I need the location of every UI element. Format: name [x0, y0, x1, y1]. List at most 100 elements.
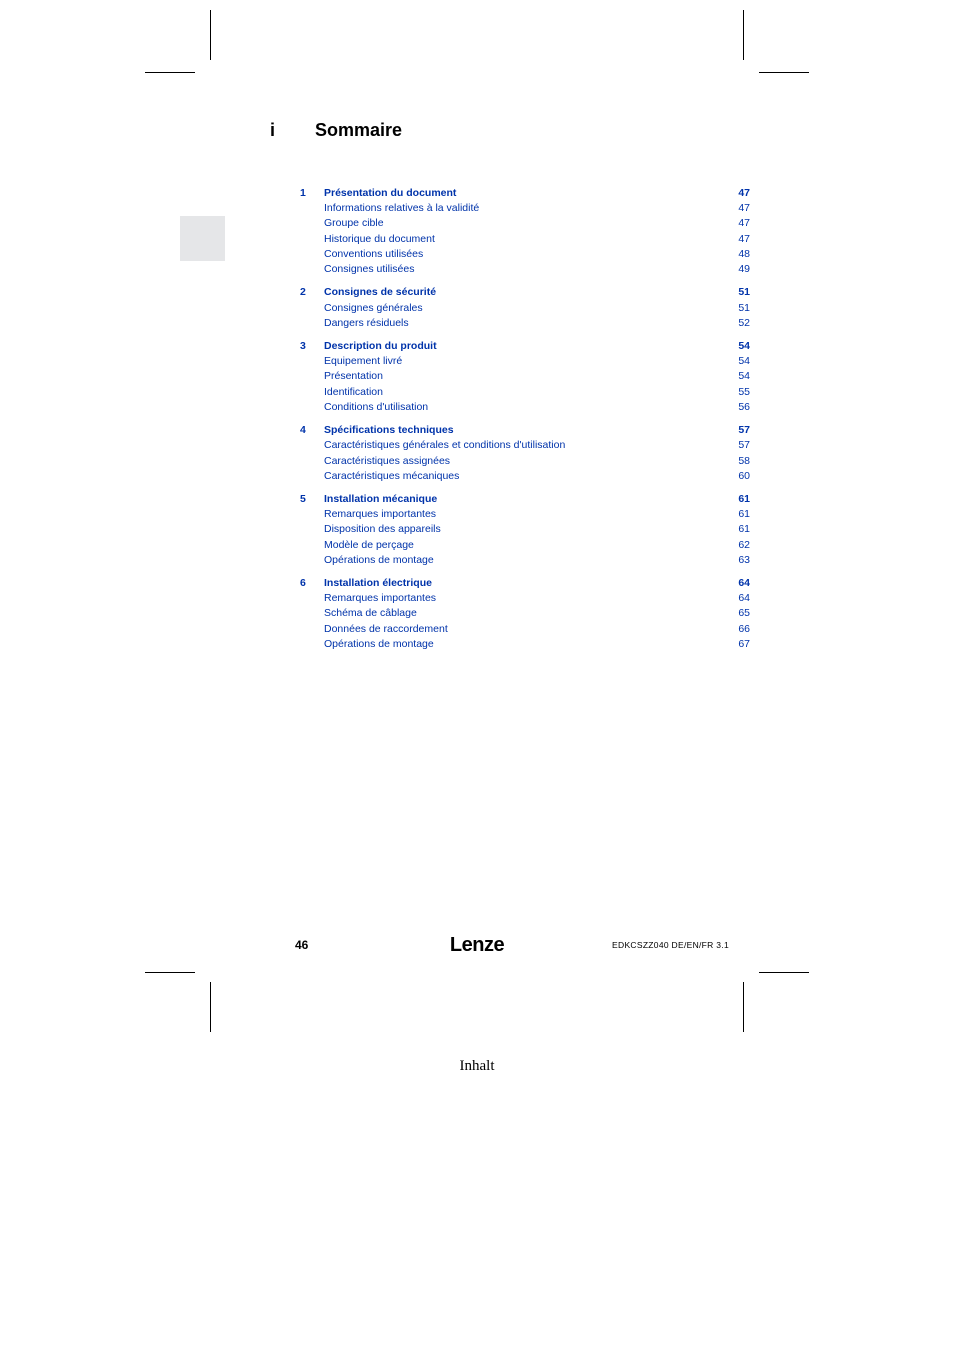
toc-page-number[interactable]: 54 [726, 339, 750, 354]
toc-item[interactable]: Consignes générales 51 [300, 301, 750, 316]
toc-item-title[interactable]: Disposition des appareils [324, 522, 441, 537]
toc-item[interactable]: Caractéristiques assignées 58 [300, 454, 750, 469]
toc-item[interactable]: Identification 55 [300, 385, 750, 400]
toc-item[interactable]: Equipement livré 54 [300, 354, 750, 369]
toc-page-number[interactable]: 47 [726, 232, 750, 247]
toc-page-number[interactable]: 56 [726, 400, 750, 415]
toc-page-number[interactable]: 54 [726, 354, 750, 369]
toc-page-number[interactable]: 67 [726, 637, 750, 652]
toc-item[interactable]: Schéma de câblage 65 [300, 606, 750, 621]
toc-item[interactable]: Dangers résiduels 52 [300, 316, 750, 331]
toc-page-number[interactable]: 51 [726, 301, 750, 316]
toc-item[interactable]: Consignes utilisées 49 [300, 262, 750, 277]
toc-item[interactable]: Données de raccordement 66 [300, 622, 750, 637]
crop-mark [743, 982, 744, 1032]
toc-item-title[interactable]: Présentation [324, 369, 383, 384]
toc-item-title[interactable]: Remarques importantes [324, 507, 436, 522]
toc-page-number[interactable]: 58 [726, 454, 750, 469]
toc-item-title[interactable]: Caractéristiques assignées [324, 454, 450, 469]
toc-number[interactable]: 3 [300, 339, 324, 354]
toc-page-number[interactable]: 47 [726, 201, 750, 216]
toc-page-number[interactable]: 49 [726, 262, 750, 277]
toc-section-heading[interactable]: 1Présentation du document 47 [300, 186, 750, 201]
toc-item[interactable]: Historique du document 47 [300, 232, 750, 247]
toc-item-title[interactable]: Dangers résiduels [324, 316, 409, 331]
toc-page-number[interactable]: 57 [726, 438, 750, 453]
toc-section-title[interactable]: Installation électrique [324, 576, 432, 591]
toc-item-title[interactable]: Equipement livré [324, 354, 402, 369]
toc-page-number[interactable]: 48 [726, 247, 750, 262]
toc-item-title[interactable]: Groupe cible [324, 216, 384, 231]
crop-mark [210, 982, 211, 1032]
toc-number[interactable]: 2 [300, 285, 324, 300]
toc-item-title[interactable]: Remarques importantes [324, 591, 436, 606]
crop-mark [743, 10, 744, 60]
toc-page-number[interactable]: 47 [726, 186, 750, 201]
toc-page-number[interactable]: 55 [726, 385, 750, 400]
toc-item-title[interactable]: Historique du document [324, 232, 435, 247]
crop-mark [210, 10, 211, 60]
toc-item-title[interactable]: Caractéristiques générales et conditions… [324, 438, 565, 453]
toc-item[interactable]: Présentation 54 [300, 369, 750, 384]
toc-page-number[interactable]: 61 [726, 492, 750, 507]
toc-number[interactable]: 1 [300, 186, 324, 201]
margin-marker [180, 216, 225, 261]
toc-page-number[interactable]: 51 [726, 285, 750, 300]
toc-page-number[interactable]: 52 [726, 316, 750, 331]
page-title: Sommaire [315, 120, 402, 140]
toc-section-heading[interactable]: 6Installation électrique 64 [300, 576, 750, 591]
toc-item[interactable]: Opérations de montage 63 [300, 553, 750, 568]
toc-item[interactable]: Conventions utilisées 48 [300, 247, 750, 262]
toc-page-number[interactable]: 63 [726, 553, 750, 568]
toc-item-title[interactable]: Consignes générales [324, 301, 423, 316]
toc-page-number[interactable]: 54 [726, 369, 750, 384]
toc-page-number[interactable]: 62 [726, 538, 750, 553]
toc-item-title[interactable]: Informations relatives à la validité [324, 201, 479, 216]
toc-item[interactable]: Opérations de montage 67 [300, 637, 750, 652]
toc-page-number[interactable]: 61 [726, 522, 750, 537]
toc-item[interactable]: Conditions d'utilisation 56 [300, 400, 750, 415]
toc-item[interactable]: Remarques importantes 61 [300, 507, 750, 522]
toc-item[interactable]: Modèle de perçage 62 [300, 538, 750, 553]
toc-item[interactable]: Caractéristiques mécaniques 60 [300, 469, 750, 484]
toc-number[interactable]: 4 [300, 423, 324, 438]
toc-section-heading[interactable]: 5Installation mécanique 61 [300, 492, 750, 507]
toc-page-number[interactable]: 47 [726, 216, 750, 231]
toc-page-number[interactable]: 61 [726, 507, 750, 522]
toc-item-title[interactable]: Données de raccordement [324, 622, 448, 637]
toc-page-number[interactable]: 65 [726, 606, 750, 621]
toc-page-number[interactable]: 60 [726, 469, 750, 484]
toc-section-heading[interactable]: 4Spécifications techniques 57 [300, 423, 750, 438]
toc-item-title[interactable]: Schéma de câblage [324, 606, 417, 621]
toc-number[interactable]: 6 [300, 576, 324, 591]
toc-section-title[interactable]: Présentation du document [324, 186, 456, 201]
toc-item[interactable]: Caractéristiques générales et conditions… [300, 438, 750, 453]
toc-page-number[interactable]: 57 [726, 423, 750, 438]
toc-page-number[interactable]: 64 [726, 591, 750, 606]
section-marker: i [270, 120, 310, 141]
toc-page-number[interactable]: 64 [726, 576, 750, 591]
toc-section-title[interactable]: Description du produit [324, 339, 437, 354]
toc-number[interactable]: 5 [300, 492, 324, 507]
toc-section-title[interactable]: Consignes de sécurité [324, 285, 436, 300]
toc-item[interactable]: Remarques importantes 64 [300, 591, 750, 606]
toc-item[interactable]: Disposition des appareils 61 [300, 522, 750, 537]
toc-item-title[interactable]: Opérations de montage [324, 553, 434, 568]
toc-item-title[interactable]: Conventions utilisées [324, 247, 423, 262]
toc-item[interactable]: Informations relatives à la validité 47 [300, 201, 750, 216]
toc-section-title[interactable]: Installation mécanique [324, 492, 437, 507]
toc-section-heading[interactable]: 2Consignes de sécurité 51 [300, 285, 750, 300]
document-code: EDKCSZZ040 DE/EN/FR 3.1 [612, 940, 729, 950]
toc-page-number[interactable]: 66 [726, 622, 750, 637]
toc-item-title[interactable]: Consignes utilisées [324, 262, 414, 277]
crop-mark [759, 72, 809, 73]
toc-section-title[interactable]: Spécifications techniques [324, 423, 454, 438]
toc-item-title[interactable]: Identification [324, 385, 383, 400]
toc-item-title[interactable]: Opérations de montage [324, 637, 434, 652]
crop-mark [145, 972, 195, 973]
toc-item-title[interactable]: Caractéristiques mécaniques [324, 469, 459, 484]
toc-section-heading[interactable]: 3Description du produit 54 [300, 339, 750, 354]
toc-item-title[interactable]: Modèle de perçage [324, 538, 414, 553]
toc-item-title[interactable]: Conditions d'utilisation [324, 400, 428, 415]
toc-item[interactable]: Groupe cible 47 [300, 216, 750, 231]
